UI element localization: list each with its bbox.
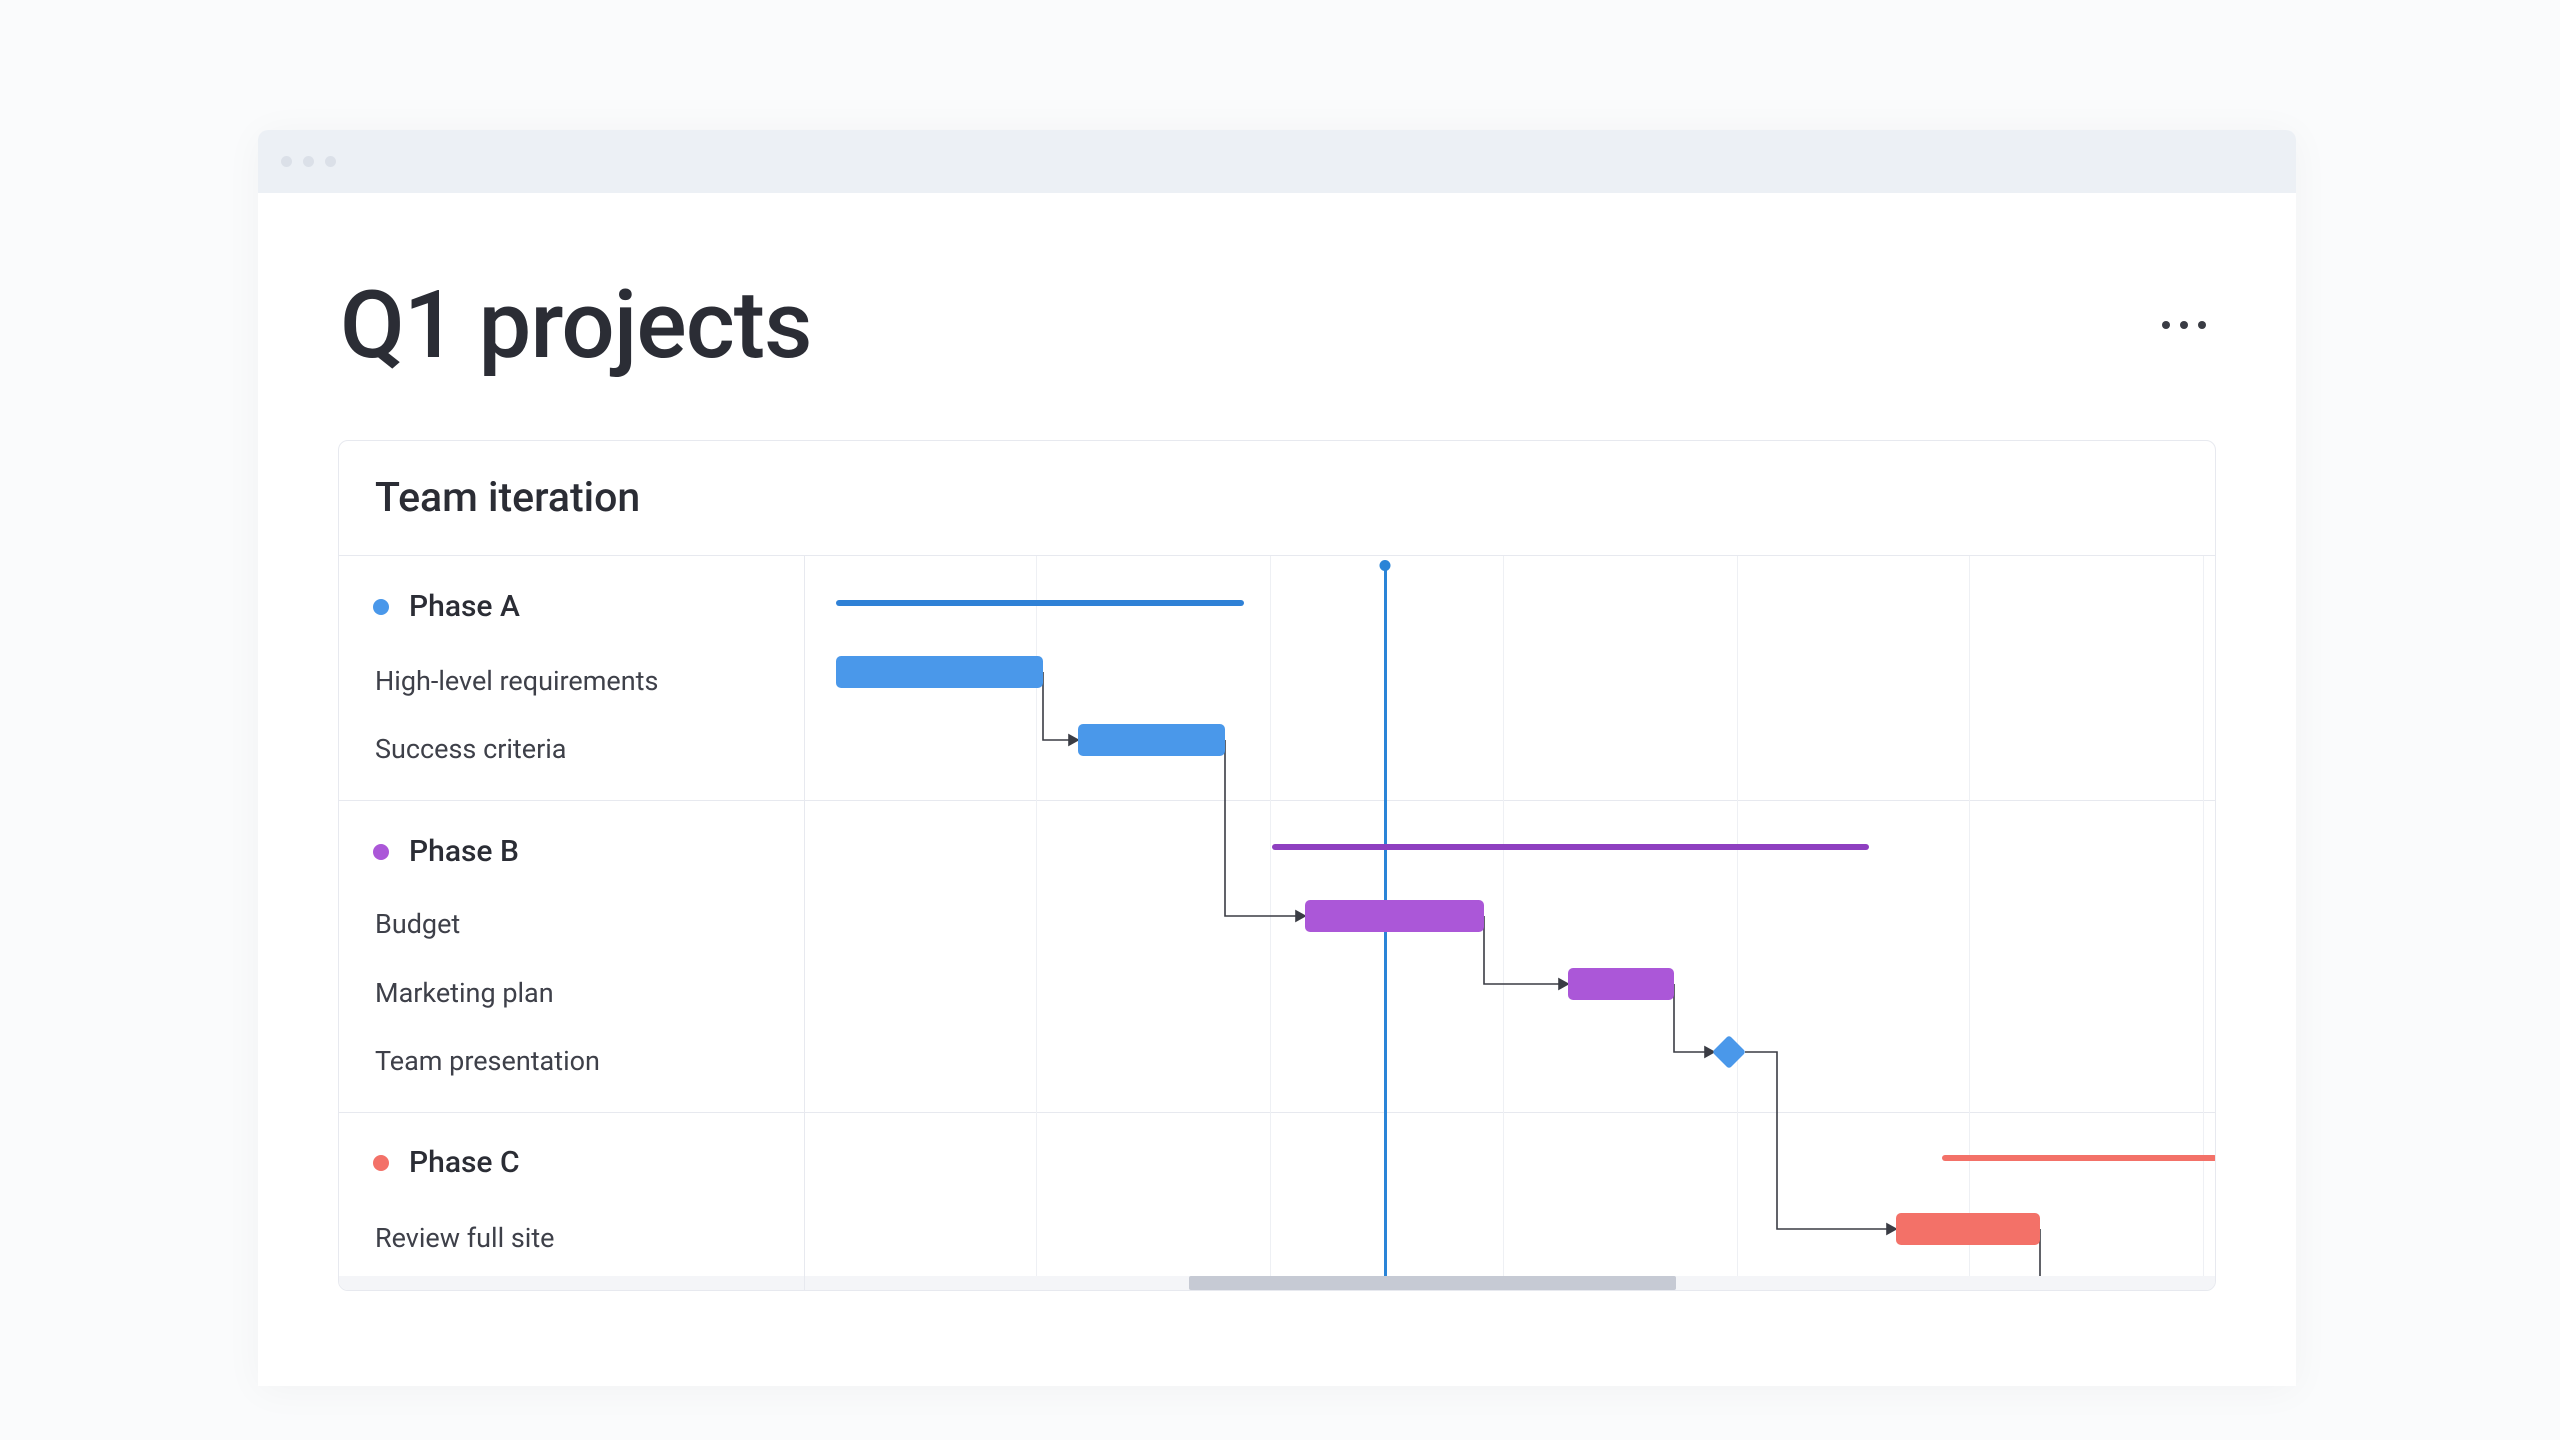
more-button[interactable] xyxy=(2152,311,2216,339)
task-bar[interactable] xyxy=(1078,724,1225,756)
traffic-minimize[interactable] xyxy=(303,156,314,167)
app-window: Q1 projects Team iteration Phase A High-l… xyxy=(258,130,2296,1386)
more-icon xyxy=(2180,321,2188,329)
page-header: Q1 projects xyxy=(258,193,2296,440)
task-row[interactable]: Marketing plan xyxy=(339,977,804,1009)
gantt-chart: Phase A High-level requirements Success cr… xyxy=(339,556,2215,1290)
gantt-panel: Team iteration Phase A High-level require… xyxy=(338,440,2216,1291)
task-label: Review full site xyxy=(373,1222,554,1254)
panel-title: Team iteration xyxy=(339,441,2215,556)
task-label: Budget xyxy=(373,908,460,940)
horizontal-scrollbar-track xyxy=(339,1276,804,1290)
phase-span-bar[interactable] xyxy=(836,600,1244,606)
phase-row[interactable]: Phase C xyxy=(339,1145,804,1180)
more-icon xyxy=(2162,321,2170,329)
task-label: Team presentation xyxy=(373,1045,600,1077)
page-title: Q1 projects xyxy=(340,270,811,380)
traffic-zoom[interactable] xyxy=(325,156,336,167)
gantt-timeline[interactable] xyxy=(805,556,2215,1290)
task-row[interactable]: High-level requirements xyxy=(339,665,804,697)
task-bar[interactable] xyxy=(1305,900,1484,932)
task-bar[interactable] xyxy=(1896,1213,2040,1245)
task-row[interactable]: Success criteria xyxy=(339,733,804,765)
window-titlebar xyxy=(258,130,2296,193)
phase-span-bar[interactable] xyxy=(1272,844,1869,850)
phase-dot-icon xyxy=(373,1155,389,1171)
phase-label: Phase A xyxy=(409,589,520,624)
task-row[interactable]: Team presentation xyxy=(339,1045,804,1077)
task-label: Marketing plan xyxy=(373,977,554,1009)
phase-dot-icon xyxy=(373,599,389,615)
task-bar[interactable] xyxy=(836,656,1043,688)
horizontal-scrollbar-thumb[interactable] xyxy=(1189,1276,1676,1290)
task-label: High-level requirements xyxy=(373,665,658,697)
task-row[interactable]: Budget xyxy=(339,908,804,940)
phase-row[interactable]: Phase B xyxy=(339,834,804,869)
gantt-sidebar: Phase A High-level requirements Success cr… xyxy=(339,556,805,1290)
traffic-close[interactable] xyxy=(281,156,292,167)
task-label: Success criteria xyxy=(373,733,566,765)
task-row[interactable]: Review full site xyxy=(339,1222,804,1254)
phase-label: Phase B xyxy=(409,834,519,869)
phase-label: Phase C xyxy=(409,1145,520,1180)
phase-span-bar[interactable] xyxy=(1942,1155,2215,1161)
more-icon xyxy=(2198,321,2206,329)
phase-row[interactable]: Phase A xyxy=(339,589,804,624)
task-bar[interactable] xyxy=(1568,968,1674,1000)
phase-dot-icon xyxy=(373,844,389,860)
